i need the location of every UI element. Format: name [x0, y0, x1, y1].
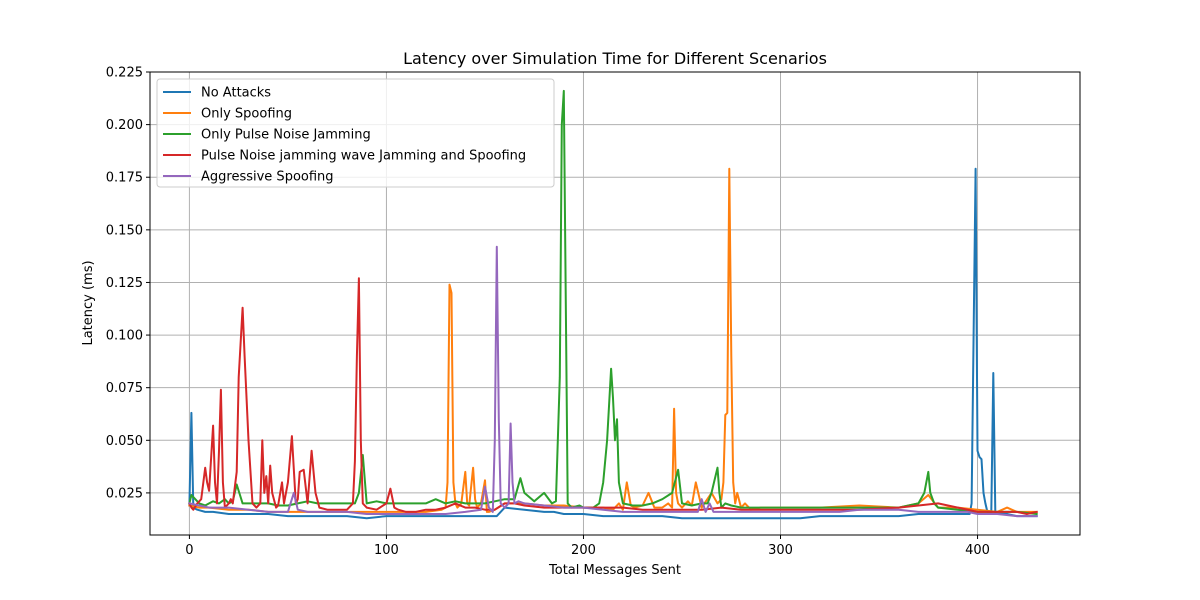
- series-lines: [188, 89, 1038, 520]
- legend-label-2: Only Spoofing: [201, 107, 292, 122]
- legend-label-5: Aggressive Spoofing: [201, 170, 334, 185]
- x-tick-label: 400: [965, 543, 990, 558]
- series-line-1: [188, 167, 1038, 520]
- x-tick-label: 300: [768, 543, 793, 558]
- y-tick-label: 0.025: [106, 486, 143, 501]
- y-tick-label: 0.050: [106, 434, 143, 449]
- y-axis-label: Latency (ms): [81, 260, 96, 345]
- y-tick-label: 0.225: [106, 66, 143, 81]
- legend-label-3: Only Pulse Noise Jamming: [201, 128, 371, 143]
- y-axis: 0.025 0.050 0.075 0.100 0.125 0.150 0.175 0.200…: [106, 66, 150, 501]
- y-tick-label: 0.175: [106, 171, 143, 186]
- chart-title: Latency over Simulation Time for Differe…: [403, 49, 827, 68]
- y-tick-label: 0.075: [106, 381, 143, 396]
- x-tick-label: 200: [571, 543, 596, 558]
- plot-frame: [149, 71, 1081, 536]
- x-axis: 0 100 200 300 400: [185, 535, 990, 558]
- y-tick-label: 0.100: [106, 329, 143, 344]
- y-tick-label: 0.200: [106, 118, 143, 133]
- x-tick-label: 100: [374, 543, 399, 558]
- series-line-5: [188, 245, 1038, 518]
- legend-box: [156, 78, 555, 188]
- x-tick-label: 0: [185, 543, 193, 558]
- series-line-3: [188, 89, 1038, 516]
- y-tick-label: 0.150: [106, 223, 143, 238]
- x-axis-label: Total Messages Sent: [548, 563, 681, 578]
- legend: No Attacks Only Spoofing Only Pulse Noise …: [156, 78, 555, 188]
- legend-label-1: No Attacks: [201, 86, 271, 101]
- legend-label-4: Pulse Noise jamming wave Jamming and Spo…: [201, 149, 526, 164]
- series-line-4: [188, 277, 1038, 515]
- y-tick-label: 0.125: [106, 276, 143, 291]
